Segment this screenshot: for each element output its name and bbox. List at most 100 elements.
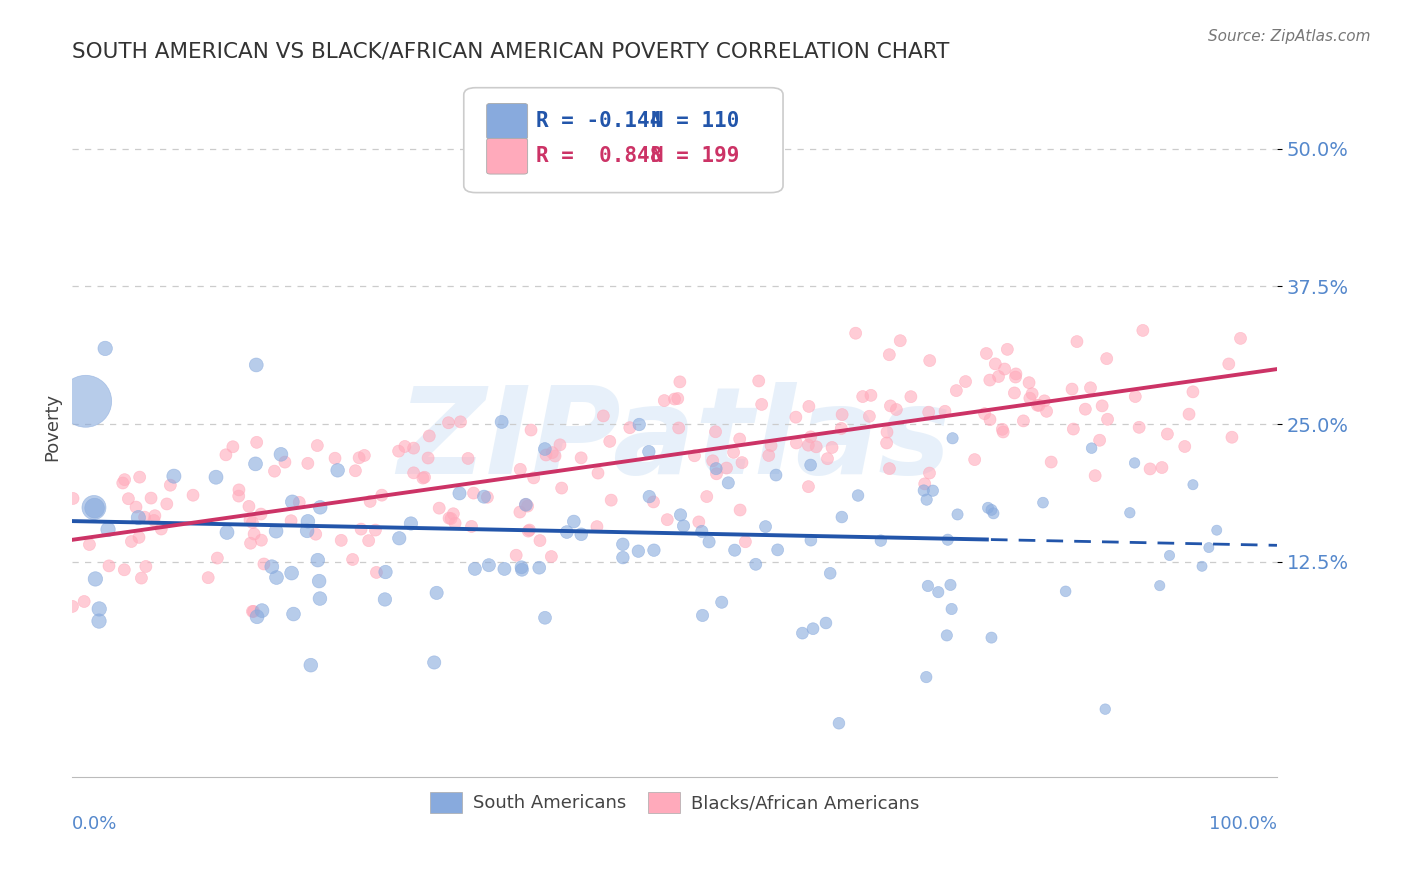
Point — [374, 565, 396, 579]
Point — [879, 461, 901, 475]
Point — [89, 602, 111, 616]
Point — [1080, 381, 1102, 395]
Point — [529, 533, 551, 548]
Point — [517, 524, 540, 538]
Point — [280, 514, 302, 528]
FancyBboxPatch shape — [486, 103, 527, 139]
Text: 0.0%: 0.0% — [72, 815, 118, 833]
Point — [215, 448, 238, 462]
Point — [163, 469, 186, 483]
Point — [731, 456, 754, 470]
Point — [918, 405, 941, 419]
Point — [1178, 407, 1201, 421]
Point — [706, 467, 728, 481]
Point — [586, 519, 609, 533]
Point — [599, 434, 621, 449]
Point — [239, 536, 262, 550]
Point — [858, 409, 880, 424]
Point — [1097, 412, 1119, 426]
Point — [264, 524, 287, 539]
Point — [494, 562, 516, 576]
Point — [638, 490, 661, 504]
Point — [150, 522, 173, 536]
Point — [541, 445, 564, 459]
Point — [723, 445, 745, 459]
Point — [228, 489, 250, 503]
Point — [83, 501, 105, 516]
Point — [717, 475, 740, 490]
Point — [1026, 398, 1049, 412]
Point — [250, 507, 273, 521]
Point — [98, 558, 121, 573]
Point — [246, 609, 269, 624]
Point — [939, 578, 962, 592]
Point — [934, 404, 956, 418]
Point — [73, 594, 96, 608]
Point — [987, 369, 1010, 384]
Point — [253, 557, 276, 571]
Point — [347, 450, 370, 465]
Point — [728, 432, 751, 446]
Point — [1229, 331, 1251, 345]
Point — [734, 534, 756, 549]
Point — [426, 586, 449, 600]
Point — [696, 490, 718, 504]
Point — [927, 585, 949, 599]
Point — [477, 490, 499, 504]
Point — [1021, 386, 1043, 401]
Point — [250, 533, 273, 548]
Point — [350, 522, 373, 536]
Point — [797, 480, 820, 494]
Point — [555, 524, 578, 539]
Point — [828, 716, 851, 731]
Point — [562, 515, 585, 529]
Point — [751, 397, 773, 411]
Point — [450, 415, 472, 429]
Text: 100.0%: 100.0% — [1209, 815, 1277, 833]
Point — [918, 466, 941, 480]
Text: Source: ZipAtlas.com: Source: ZipAtlas.com — [1208, 29, 1371, 44]
Point — [239, 513, 262, 527]
Point — [1002, 386, 1025, 401]
Point — [228, 483, 250, 497]
Point — [1028, 398, 1050, 412]
Point — [586, 466, 609, 480]
Point — [1150, 460, 1173, 475]
Point — [125, 500, 148, 514]
Point — [1084, 468, 1107, 483]
Point — [280, 566, 302, 580]
Point — [416, 450, 439, 465]
Point — [463, 486, 485, 500]
Point — [305, 527, 328, 541]
Point — [765, 468, 787, 483]
Point — [980, 503, 1002, 517]
Point — [1094, 702, 1116, 716]
Point — [758, 449, 780, 463]
Point — [364, 523, 387, 537]
Point — [600, 493, 623, 508]
Point — [900, 390, 922, 404]
Point — [79, 537, 101, 551]
Point — [330, 533, 353, 548]
Point — [283, 607, 305, 621]
Point — [935, 628, 957, 642]
Point — [748, 374, 770, 388]
Point — [628, 417, 651, 432]
Point — [879, 399, 901, 413]
Point — [449, 486, 471, 500]
Point — [814, 615, 837, 630]
Point — [846, 488, 869, 502]
Point — [309, 591, 332, 606]
Point — [460, 519, 482, 533]
Point — [366, 566, 388, 580]
Point — [156, 497, 179, 511]
Point — [1088, 434, 1111, 448]
Point — [1095, 351, 1118, 366]
Point — [523, 471, 546, 485]
Point — [657, 513, 679, 527]
Point — [1132, 323, 1154, 337]
Point — [245, 358, 267, 372]
Point — [1181, 384, 1204, 399]
Point — [550, 481, 572, 495]
Point — [344, 464, 367, 478]
